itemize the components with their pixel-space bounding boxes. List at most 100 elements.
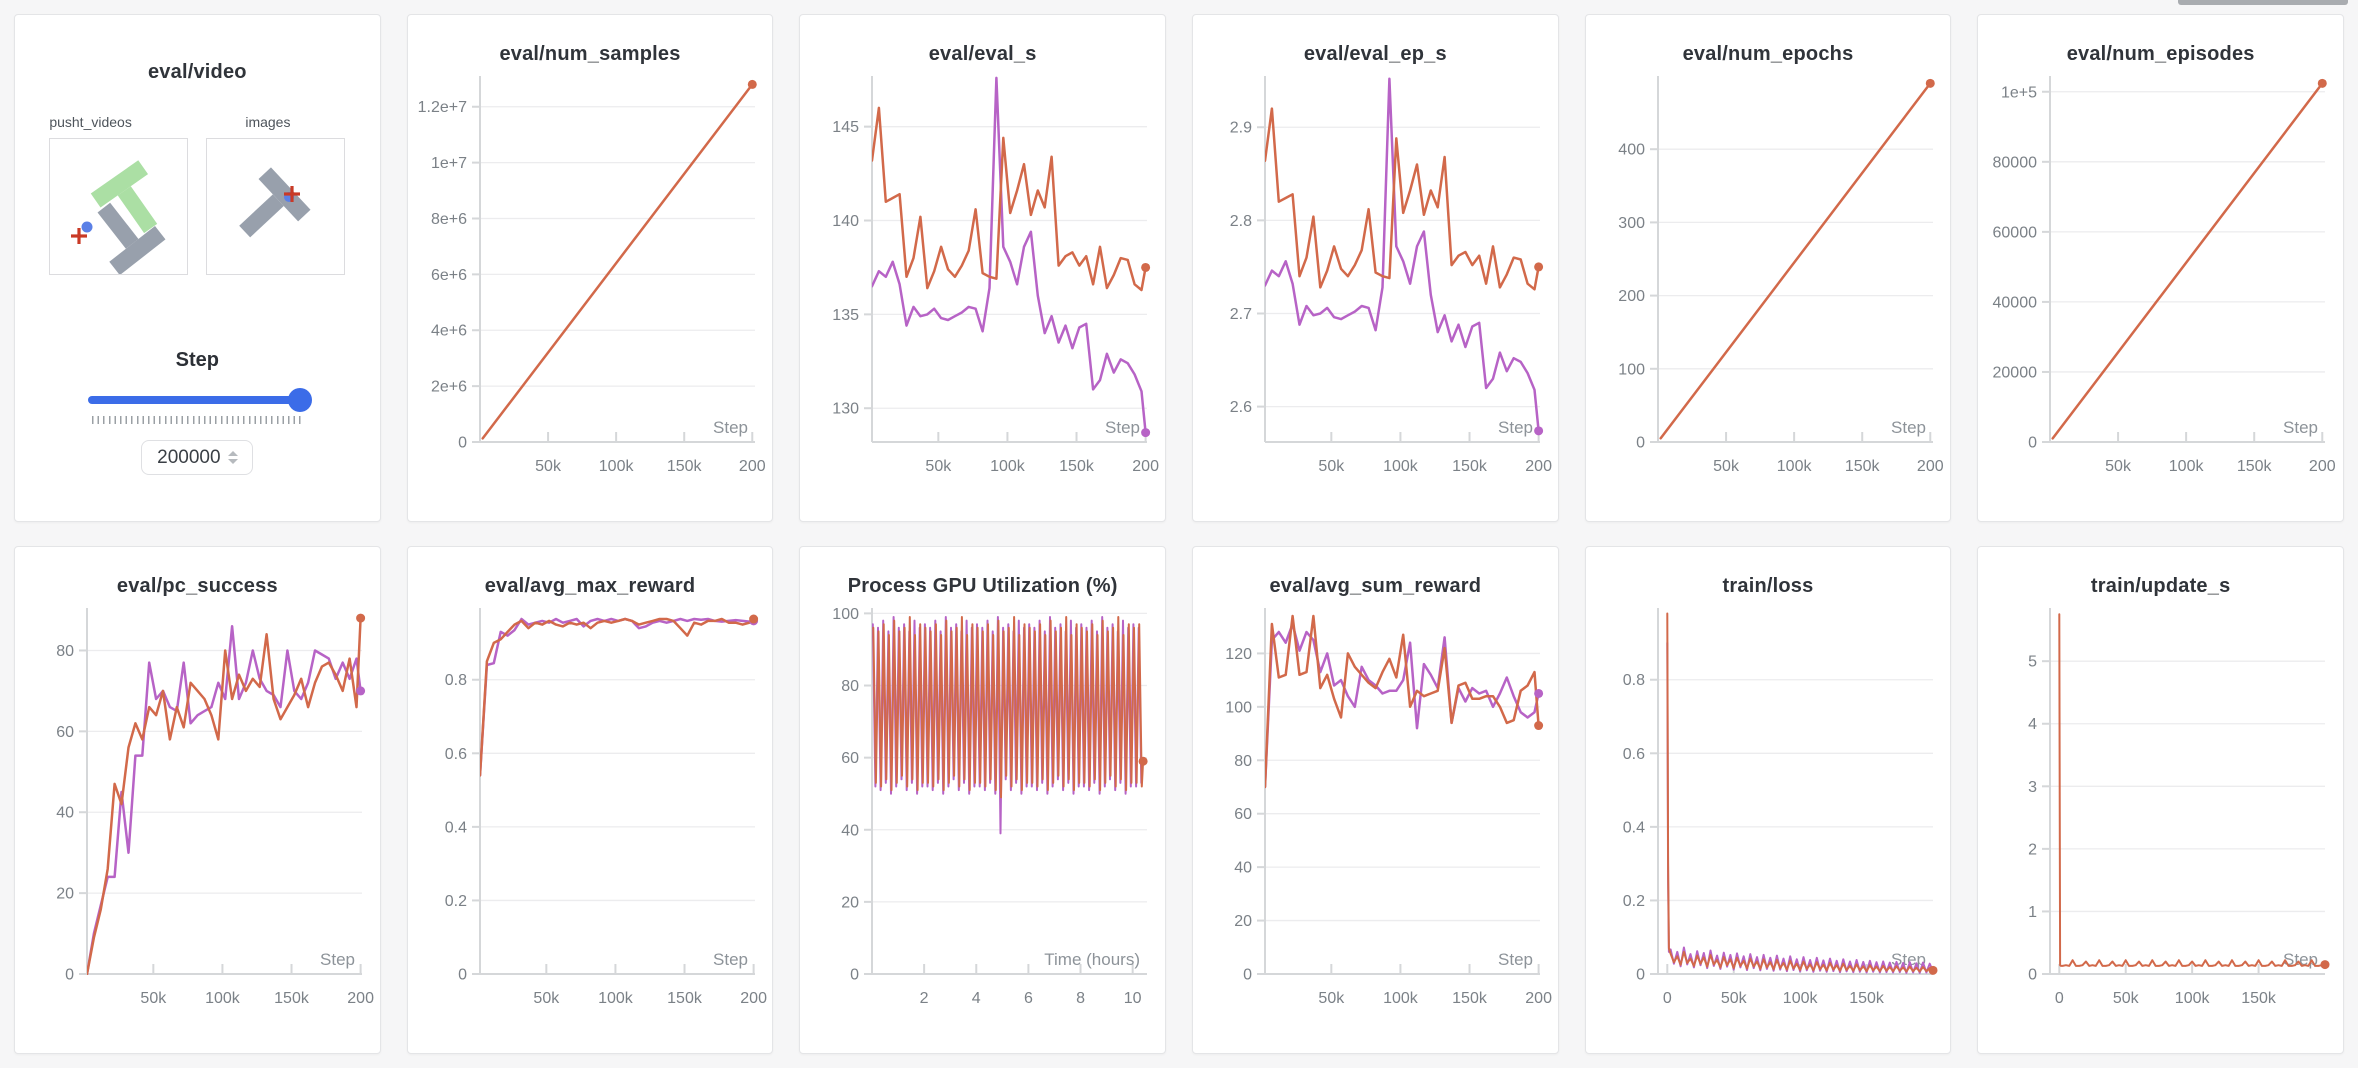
chart-panel-train-loss: train/loss 0 0.2 0.4 0.6 0.8 0 50k 100k 150k Step (1584, 546, 1952, 1054)
image-thumbnail[interactable] (206, 138, 346, 275)
chart-title: eval/eval_s (928, 43, 1037, 65)
chart-plot-num-episodes[interactable]: 0 20000 40000 60000 80000 1e+5 50k 100k 150k 200 S… (1978, 66, 2341, 504)
x-axis-label: Step (1891, 418, 1926, 437)
svg-text:10: 10 (1124, 990, 1142, 1007)
svg-text:6e+6: 6e+6 (431, 267, 467, 284)
svg-text:50k: 50k (140, 990, 167, 1007)
svg-text:2e+6: 2e+6 (431, 379, 467, 396)
spinner-up-icon[interactable] (227, 451, 238, 456)
svg-text:150k: 150k (1059, 458, 1095, 475)
step-slider-ticks (92, 416, 303, 424)
chart-plot-pc-success[interactable]: 0 20 40 60 80 50k 100k 150k 200 Step (15, 598, 378, 1036)
video-thumbnail[interactable] (49, 138, 189, 276)
spinner-down-icon[interactable] (227, 459, 238, 464)
series-end-dot (1534, 426, 1544, 436)
svg-text:4: 4 (972, 990, 981, 1007)
chart-plot-num-samples[interactable]: 0 2e+6 4e+6 6e+6 8e+6 1e+7 1.2e+7 50k 100k 150k 20… (408, 66, 771, 504)
pusht-image-frame (239, 167, 311, 238)
svg-text:0: 0 (1636, 435, 1645, 452)
chart-title: eval/num_samples (499, 43, 681, 65)
svg-text:150k: 150k (2242, 990, 2278, 1007)
svg-text:0.2: 0.2 (1622, 893, 1644, 910)
series-end-dot (747, 79, 757, 89)
svg-text:200: 200 (2309, 458, 2336, 475)
svg-text:200: 200 (1618, 288, 1645, 305)
chart-plot-avg-max-reward[interactable]: 0 0.2 0.4 0.6 0.8 50k 100k 150k 200 Step (408, 598, 771, 1036)
series-end-dot (1141, 262, 1151, 272)
x-axis-label: Step (1498, 418, 1533, 437)
svg-text:50k: 50k (926, 458, 953, 475)
svg-text:100k: 100k (1383, 458, 1419, 475)
svg-text:50k: 50k (535, 458, 562, 475)
svg-text:300: 300 (1618, 215, 1645, 232)
svg-text:150k: 150k (274, 990, 310, 1007)
series-line-run-purple (872, 76, 1148, 434)
series-end-dot (356, 613, 366, 623)
svg-text:20: 20 (56, 886, 74, 903)
svg-text:100: 100 (1618, 361, 1645, 378)
series-end-dot (356, 686, 366, 696)
chart-plot-eval-s[interactable]: 130 135 140 145 50k 100k 150k 200 Step (800, 66, 1163, 504)
chart-title: eval/num_episodes (2066, 43, 2255, 65)
svg-text:100k: 100k (1776, 458, 1812, 475)
svg-text:0.6: 0.6 (444, 746, 466, 763)
svg-text:2.8: 2.8 (1230, 213, 1252, 230)
gray-t-shape (97, 202, 166, 276)
svg-text:6: 6 (1024, 990, 1033, 1007)
chart-panel-train-update-s: train/update_s 0 1 2 3 4 5 0 50k 100k 150k Step (1977, 546, 2344, 1054)
series-line-run-orange (1659, 82, 1932, 440)
svg-text:100k: 100k (205, 990, 241, 1007)
scrollbar-fragment[interactable] (2178, 0, 2348, 5)
step-slider-thumb[interactable] (288, 388, 313, 412)
svg-text:0.4: 0.4 (1622, 819, 1644, 836)
svg-text:0.8: 0.8 (444, 672, 466, 689)
series-line-run-orange (872, 616, 1145, 799)
image-thumbnail-label: images (245, 114, 291, 130)
series-line-run-orange (1665, 612, 1934, 973)
svg-text:0: 0 (850, 967, 859, 984)
series-line-run-orange (1264, 107, 1540, 291)
svg-text:20000: 20000 (1993, 364, 2038, 381)
svg-text:100k: 100k (598, 458, 634, 475)
series-end-dot (1925, 78, 1935, 88)
chart-plot-avg-sum-reward[interactable]: 0 20 40 60 80 100 120 50k 100k 150k 200 Step (1193, 598, 1556, 1036)
video-thumbnail-label: pusht_videos (49, 114, 132, 130)
svg-text:400: 400 (1618, 142, 1645, 159)
svg-text:200: 200 (1917, 458, 1944, 475)
svg-text:5: 5 (2028, 654, 2037, 671)
svg-text:0: 0 (2028, 435, 2037, 452)
svg-text:120: 120 (1225, 646, 1252, 663)
svg-text:0: 0 (458, 967, 467, 984)
x-axis-label: Step (713, 950, 748, 969)
series-end-dot (1141, 428, 1151, 438)
series-end-dot (748, 614, 758, 624)
step-input-spinner[interactable] (227, 451, 238, 464)
svg-text:200: 200 (740, 990, 767, 1007)
series-end-dot (1534, 721, 1544, 731)
series-line-run-purple (1264, 77, 1540, 433)
svg-text:0.4: 0.4 (444, 819, 466, 836)
svg-text:8: 8 (1076, 990, 1085, 1007)
chart-plot-gpu-util[interactable]: 0 20 40 60 80 100 2 4 6 8 10 Time (hours) (800, 598, 1163, 1036)
svg-text:50k: 50k (2113, 990, 2140, 1007)
step-slider-track[interactable] (88, 388, 313, 412)
svg-text:60: 60 (56, 724, 74, 741)
svg-text:0: 0 (2055, 990, 2064, 1007)
series-line-run-orange (87, 616, 362, 975)
chart-plot-eval-ep-s[interactable]: 2.6 2.7 2.8 2.9 50k 100k 150k 200 Step (1193, 66, 1556, 504)
svg-text:50k: 50k (533, 990, 560, 1007)
step-value-input[interactable]: 200000 (141, 440, 254, 475)
chart-panel-avg-max-reward: eval/avg_max_reward 0 0.2 0.4 0.6 0.8 50k 100k 1… (406, 546, 774, 1054)
pusht-video-frame (71, 160, 166, 276)
svg-text:4: 4 (2028, 716, 2037, 733)
series-line-run-purple (87, 624, 362, 975)
chart-plot-num-epochs[interactable]: 0 100 200 300 400 50k 100k 150k 200 Step (1586, 66, 1949, 504)
step-slider[interactable] (88, 388, 313, 412)
series-line-run-orange (2051, 82, 2324, 440)
svg-text:4e+6: 4e+6 (431, 323, 467, 340)
chart-title: eval/avg_sum_reward (1269, 575, 1482, 597)
target-cross-icon (284, 186, 301, 202)
svg-text:150k: 150k (2237, 458, 2273, 475)
